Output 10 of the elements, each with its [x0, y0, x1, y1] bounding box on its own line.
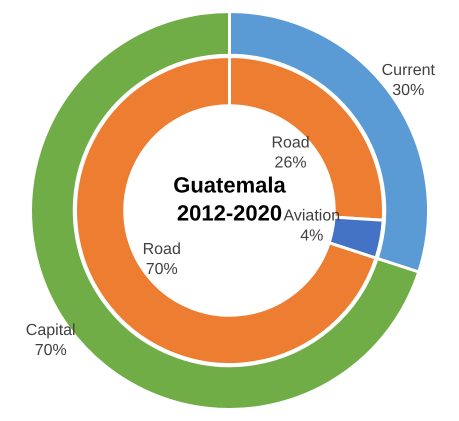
data-label: 30%: [392, 82, 424, 100]
data-label: 70%: [146, 261, 178, 278]
slice-label: Current: [382, 62, 436, 80]
slice-label: Capital: [26, 322, 76, 339]
slice-label: Aviation: [283, 208, 340, 225]
data-label: 70%: [34, 342, 67, 359]
data-label: 26%: [274, 154, 307, 172]
data-label: 4%: [300, 228, 324, 245]
slice-label: Road: [142, 241, 181, 258]
slice-label: Road: [271, 134, 310, 152]
